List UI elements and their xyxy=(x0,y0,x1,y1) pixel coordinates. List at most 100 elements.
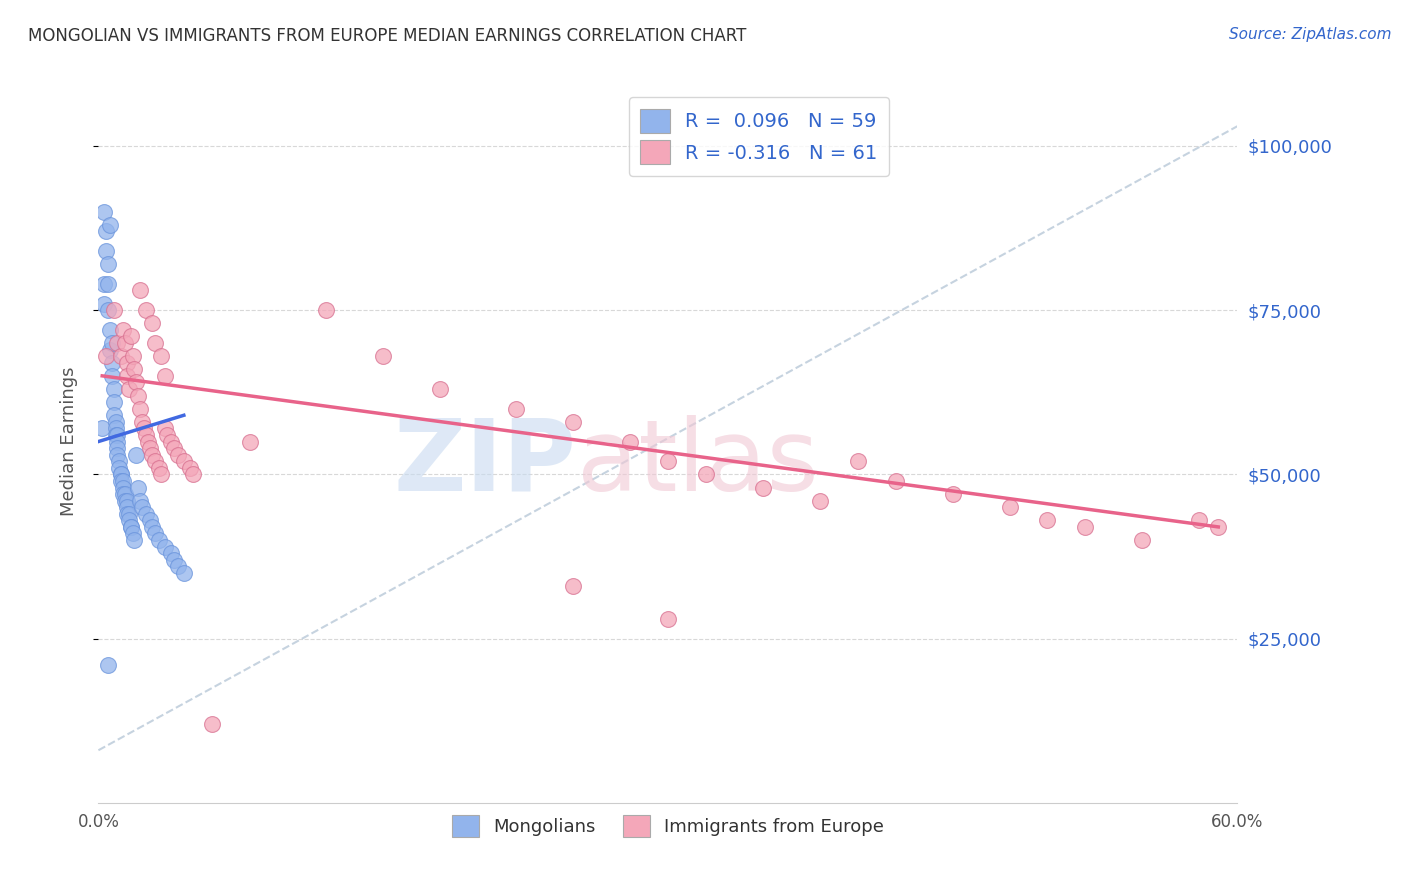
Point xyxy=(153,421,176,435)
Point xyxy=(125,448,148,462)
Point xyxy=(1188,513,1211,527)
Point xyxy=(108,460,131,475)
Point xyxy=(159,546,181,560)
Point xyxy=(114,487,136,501)
Point xyxy=(94,224,117,238)
Point xyxy=(107,448,129,462)
Point xyxy=(1208,520,1230,534)
Point xyxy=(153,540,176,554)
Point xyxy=(100,368,122,383)
Point xyxy=(100,356,122,370)
Point xyxy=(657,454,679,468)
Point xyxy=(315,303,337,318)
Point xyxy=(201,717,224,731)
Point xyxy=(112,487,135,501)
Point xyxy=(93,277,115,291)
Point xyxy=(120,520,142,534)
Point xyxy=(97,277,120,291)
Point xyxy=(94,349,117,363)
Point xyxy=(125,376,148,390)
Point xyxy=(148,460,170,475)
Point xyxy=(239,434,262,449)
Point xyxy=(141,448,163,462)
Point xyxy=(505,401,527,416)
Point xyxy=(107,441,129,455)
Point xyxy=(120,520,142,534)
Point xyxy=(121,526,143,541)
Point xyxy=(135,303,157,318)
Point xyxy=(118,513,141,527)
Point xyxy=(103,303,125,318)
Point xyxy=(153,368,176,383)
Point xyxy=(657,612,679,626)
Point xyxy=(808,493,831,508)
Point xyxy=(695,467,717,482)
Point xyxy=(141,316,163,330)
Point xyxy=(94,244,117,258)
Point xyxy=(998,500,1021,515)
Point xyxy=(148,533,170,547)
Point xyxy=(167,448,190,462)
Point xyxy=(112,474,135,488)
Point xyxy=(138,441,160,455)
Point xyxy=(114,493,136,508)
Point xyxy=(118,382,141,396)
Point xyxy=(1132,533,1154,547)
Text: ZIP: ZIP xyxy=(394,415,576,512)
Point xyxy=(97,257,120,271)
Point xyxy=(120,329,142,343)
Y-axis label: Median Earnings: Median Earnings xyxy=(59,367,77,516)
Point xyxy=(115,493,138,508)
Point xyxy=(107,434,129,449)
Point xyxy=(118,507,141,521)
Point xyxy=(132,421,155,435)
Point xyxy=(1074,520,1097,534)
Point xyxy=(124,362,146,376)
Point xyxy=(103,395,125,409)
Point xyxy=(846,454,869,468)
Point xyxy=(135,428,157,442)
Point xyxy=(97,303,120,318)
Point xyxy=(98,218,121,232)
Point xyxy=(115,368,138,383)
Point xyxy=(110,349,132,363)
Point xyxy=(562,579,585,593)
Point xyxy=(127,388,149,402)
Point xyxy=(163,553,186,567)
Text: MONGOLIAN VS IMMIGRANTS FROM EUROPE MEDIAN EARNINGS CORRELATION CHART: MONGOLIAN VS IMMIGRANTS FROM EUROPE MEDI… xyxy=(28,27,747,45)
Point xyxy=(138,513,160,527)
Point xyxy=(1036,513,1059,527)
Point xyxy=(159,434,181,449)
Point xyxy=(108,454,131,468)
Point xyxy=(163,441,186,455)
Point xyxy=(145,526,167,541)
Point xyxy=(129,401,152,416)
Point xyxy=(93,296,115,310)
Point xyxy=(110,467,132,482)
Point xyxy=(97,657,120,672)
Point xyxy=(156,428,179,442)
Point xyxy=(167,559,190,574)
Point xyxy=(942,487,965,501)
Point xyxy=(104,421,127,435)
Point xyxy=(131,415,153,429)
Point xyxy=(173,566,195,580)
Point xyxy=(562,415,585,429)
Point xyxy=(131,500,153,515)
Point xyxy=(98,323,121,337)
Point xyxy=(121,349,143,363)
Point xyxy=(183,467,205,482)
Point xyxy=(129,493,152,508)
Point xyxy=(103,382,125,396)
Point xyxy=(619,434,641,449)
Point xyxy=(115,500,138,515)
Point xyxy=(150,349,173,363)
Point xyxy=(98,343,121,357)
Point xyxy=(93,204,115,219)
Point xyxy=(114,336,136,351)
Point xyxy=(115,356,138,370)
Point xyxy=(141,520,163,534)
Point xyxy=(112,481,135,495)
Point xyxy=(136,434,159,449)
Point xyxy=(127,481,149,495)
